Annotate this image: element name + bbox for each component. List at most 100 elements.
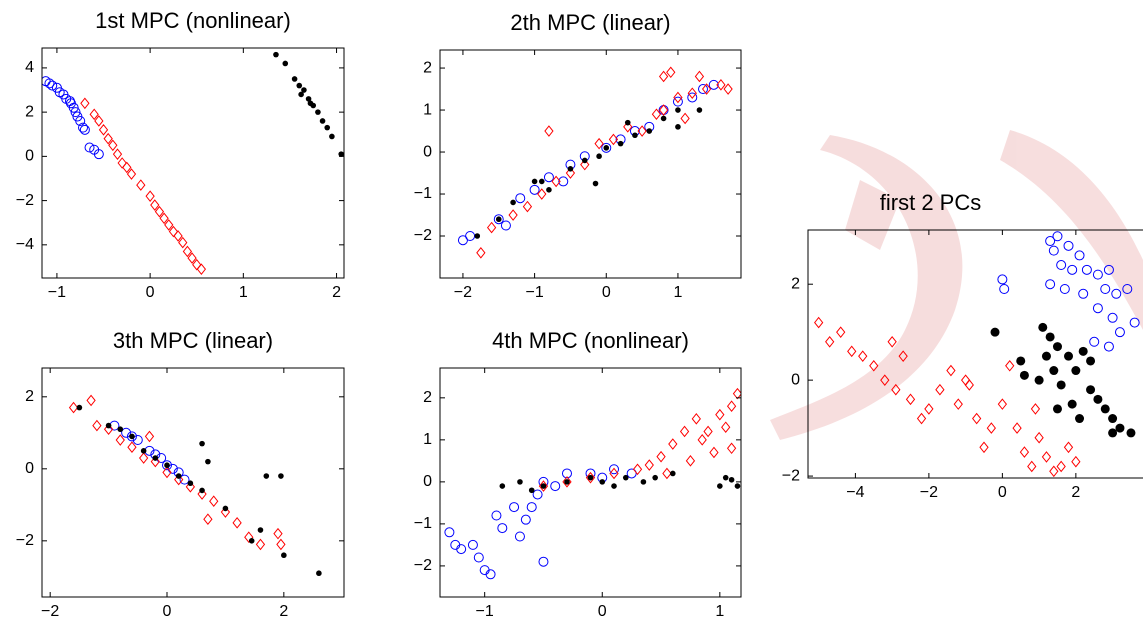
point — [1126, 428, 1136, 438]
point — [717, 483, 723, 489]
point — [222, 505, 229, 512]
point — [924, 403, 934, 415]
point — [187, 252, 197, 264]
point — [248, 538, 255, 544]
point — [529, 184, 540, 195]
point — [94, 115, 104, 127]
points — [68, 394, 322, 577]
point — [473, 552, 484, 563]
point — [444, 527, 455, 538]
point — [93, 149, 104, 160]
point — [1071, 366, 1081, 376]
point — [626, 468, 637, 479]
point — [282, 60, 289, 67]
point — [847, 345, 857, 358]
point — [716, 79, 726, 91]
y-tick-label: −2 — [16, 192, 34, 209]
point — [946, 364, 956, 377]
point — [162, 460, 173, 471]
point — [905, 393, 916, 406]
point — [526, 502, 537, 513]
y-tick-label: 1 — [423, 101, 432, 118]
point — [263, 473, 270, 479]
point — [1045, 236, 1056, 247]
point — [164, 462, 170, 469]
point — [538, 556, 549, 567]
y-tick-label: −4 — [16, 236, 34, 253]
point — [76, 404, 83, 411]
point — [726, 400, 737, 413]
point — [632, 463, 643, 476]
point — [986, 422, 996, 434]
point — [182, 245, 193, 258]
point — [544, 125, 554, 137]
point — [697, 434, 707, 446]
point — [1100, 404, 1110, 414]
point — [694, 70, 705, 83]
point — [1078, 346, 1088, 356]
point — [1089, 336, 1100, 347]
point — [150, 455, 160, 468]
point — [1052, 342, 1062, 352]
point — [75, 115, 86, 126]
point — [276, 538, 286, 551]
point — [1114, 327, 1125, 338]
plot-frame — [41, 47, 345, 279]
x-tick-label: 1 — [239, 284, 248, 301]
point — [675, 107, 681, 113]
point — [732, 387, 741, 400]
point — [715, 408, 725, 421]
point — [47, 80, 58, 91]
point — [467, 539, 478, 550]
point — [608, 133, 619, 146]
point — [1056, 260, 1067, 271]
y-tick-label: −2 — [16, 532, 34, 549]
points — [42, 51, 344, 275]
point — [679, 425, 690, 438]
point — [880, 374, 890, 386]
point — [734, 483, 741, 489]
point — [98, 124, 109, 136]
point — [117, 157, 127, 169]
point — [640, 479, 647, 485]
point — [281, 552, 287, 559]
point — [291, 76, 298, 82]
point — [1107, 312, 1118, 323]
point — [164, 219, 174, 231]
point — [319, 118, 326, 124]
point — [722, 474, 729, 481]
point — [1034, 431, 1044, 444]
point — [136, 179, 146, 191]
x-tick-label: 1 — [673, 284, 682, 301]
point — [1100, 284, 1111, 295]
point — [1086, 385, 1096, 395]
chart-title: 2th MPC (linear) — [510, 10, 670, 35]
point — [1086, 356, 1096, 366]
point — [1081, 264, 1092, 275]
point — [997, 398, 1008, 410]
point — [672, 96, 683, 107]
point — [656, 450, 666, 463]
point — [532, 489, 543, 500]
watermark-shape — [770, 135, 963, 440]
point — [244, 531, 254, 544]
point — [708, 79, 719, 90]
point — [537, 188, 547, 200]
point — [103, 132, 113, 145]
point — [997, 274, 1008, 285]
point — [617, 140, 624, 147]
points — [457, 66, 733, 259]
point — [1064, 351, 1074, 361]
point — [486, 221, 497, 234]
point — [65, 98, 76, 109]
point — [273, 527, 283, 540]
x-tick-label: 0 — [598, 603, 607, 620]
point — [869, 359, 879, 372]
point — [898, 350, 908, 362]
point — [1063, 441, 1074, 454]
point — [1019, 370, 1029, 380]
point — [1034, 375, 1044, 385]
point — [581, 157, 588, 164]
point — [301, 87, 307, 93]
point — [232, 517, 242, 529]
